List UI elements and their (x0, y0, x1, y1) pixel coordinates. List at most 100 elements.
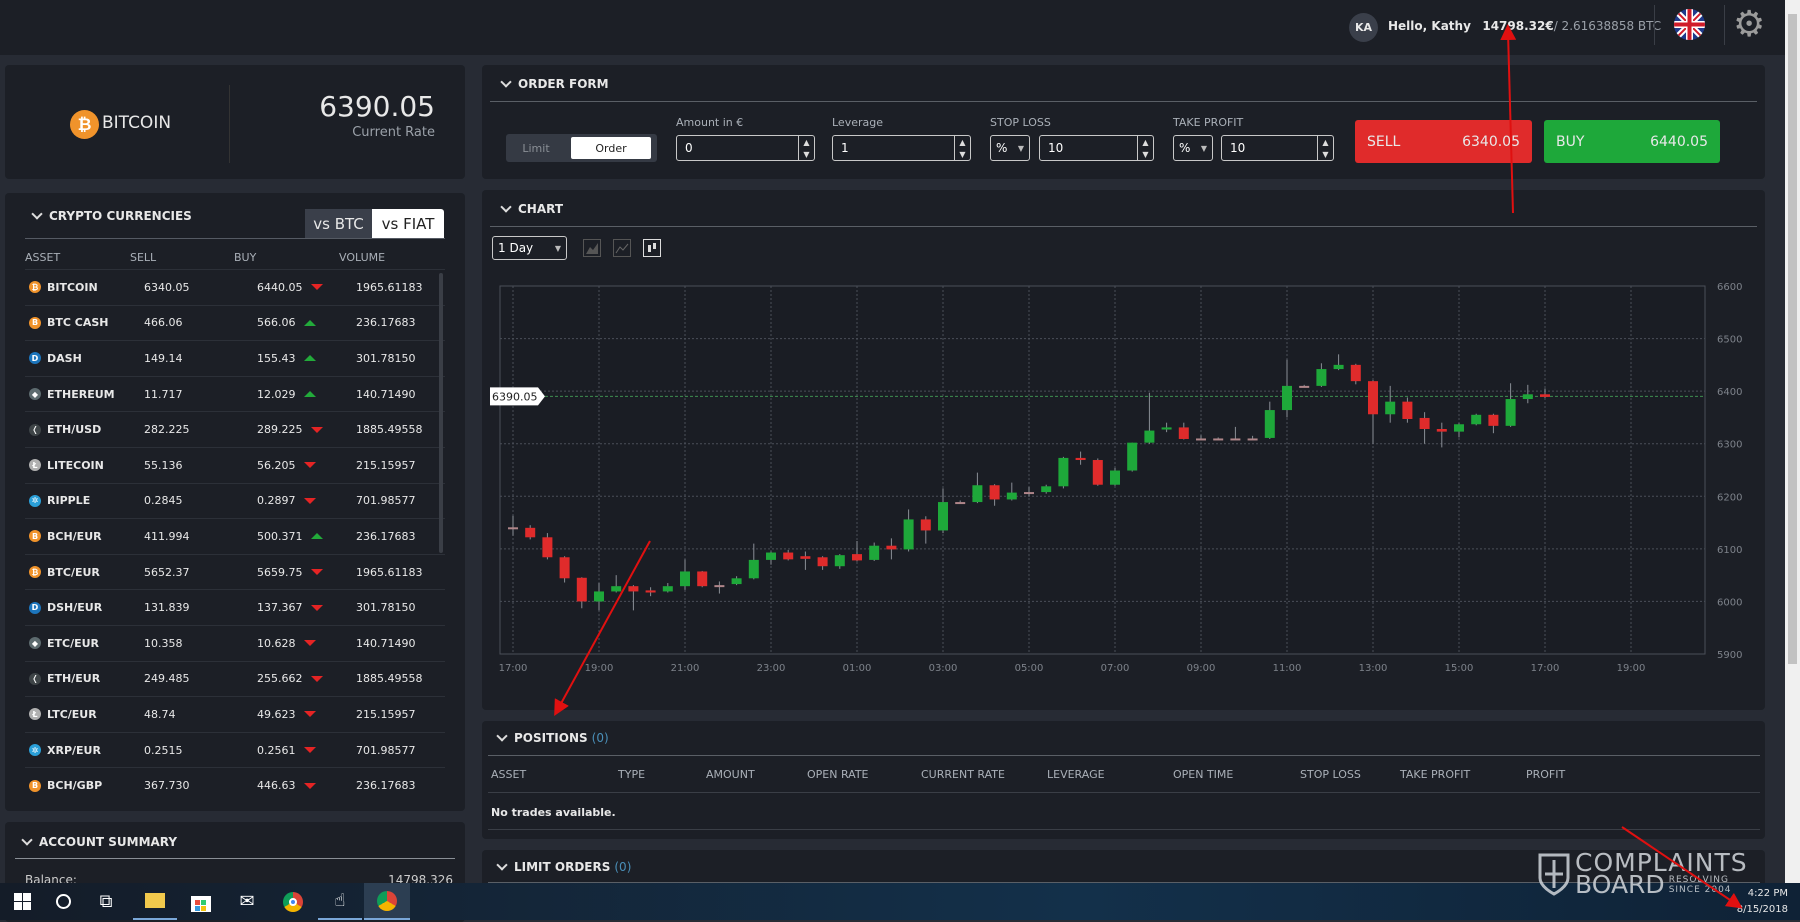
order-form-title: ORDER FORM (518, 77, 609, 91)
crypto-row[interactable]: B BCH/GBP 367.730 446.63 236.17683 (25, 768, 445, 801)
take-profit-unit-select[interactable]: % ▼ (1173, 135, 1213, 161)
x-tick-label: 17:00 (499, 663, 528, 674)
candle-body (1213, 438, 1224, 441)
candle-body (783, 552, 794, 560)
positions-col: PROFIT (1526, 768, 1566, 781)
crypto-row[interactable]: B BCH/EUR 411.994 500.371 236.17683 (25, 519, 445, 555)
candle-body (1436, 428, 1447, 432)
sell-price: 149.14 (144, 351, 183, 365)
candle-body (731, 578, 742, 585)
take-profit-value: 10 (1230, 141, 1246, 155)
cortana-icon[interactable] (41, 883, 85, 920)
header-divider (1654, 5, 1655, 45)
sell-button[interactable]: SELL 6340.05 (1355, 120, 1532, 163)
take-profit-label: TAKE PROFIT (1173, 116, 1244, 129)
windows-start-icon[interactable] (0, 883, 44, 920)
candle-body (920, 519, 931, 531)
candle-body (903, 519, 914, 550)
crypto-row[interactable]: ✲ XRP/EUR 0.2515 0.2561 701.98577 (25, 733, 445, 769)
buy-price: 289.225 (257, 423, 303, 437)
buy-price: 49.623 (257, 707, 296, 721)
crypto-row[interactable]: D DSH/EUR 131.839 137.367 301.78150 (25, 590, 445, 626)
stop-loss-value: 10 (1048, 141, 1064, 155)
positions-count: (0) (591, 731, 609, 745)
area-chart-icon[interactable] (583, 239, 601, 257)
sell-price: 55.136 (144, 458, 183, 472)
leverage-stepper[interactable]: ▲ ▼ (954, 136, 970, 160)
candle-body (1127, 442, 1138, 471)
positions-panel: POSITIONS (0) ASSET TYPE AMOUNT OPEN RATE CUR… (482, 721, 1765, 839)
vs-fiat-toggle[interactable]: vs FIAT (372, 209, 444, 238)
buy-button[interactable]: BUY 6440.05 (1544, 120, 1720, 163)
chrome-active-window-icon[interactable] (364, 883, 410, 920)
take-profit-input[interactable]: 10 ▲ ▼ (1221, 135, 1334, 161)
stop-loss-unit-select[interactable]: % ▼ (990, 135, 1030, 161)
volume: 701.98577 (356, 743, 416, 757)
stop-loss-stepper[interactable]: ▲ ▼ (1137, 136, 1153, 160)
crypto-row[interactable]: ✲ RIPPLE 0.2845 0.2897 701.98577 (25, 484, 445, 520)
touch-cursor-icon[interactable]: ☝ (318, 883, 362, 920)
positions-col: CURRENT RATE (921, 768, 1005, 781)
page-scrollbar[interactable] (1785, 0, 1800, 883)
candle-body (1282, 385, 1292, 411)
crypto-row[interactable]: Ł LITECOIN 55.136 56.205 215.15957 (25, 448, 445, 484)
bitcoin-icon: ₿ (29, 281, 41, 294)
candle-body (1178, 427, 1189, 439)
table-scrollbar[interactable] (439, 273, 443, 553)
candle-body (1402, 401, 1413, 420)
gear-icon[interactable]: ⚙ (1733, 4, 1766, 45)
sell-price: 249.485 (144, 672, 190, 686)
interval-select[interactable]: 1 Day ▼ (492, 236, 567, 260)
candle-body (1316, 369, 1327, 386)
limit-tab[interactable]: Limit (522, 141, 550, 155)
x-tick-label: 21:00 (671, 663, 700, 674)
trend-down-icon (304, 462, 316, 469)
crypto-row[interactable]: ❬ ETH/EUR 249.485 255.662 1885.49558 (25, 662, 445, 698)
avatar[interactable]: KA (1349, 13, 1378, 42)
file-explorer-icon[interactable] (133, 883, 177, 920)
chart-header[interactable]: CHART (500, 201, 563, 216)
asset-name: DASH (47, 351, 82, 365)
order-form-header[interactable]: ORDER FORM (500, 76, 609, 91)
crypto-row[interactable]: ₿ BITCOIN 6340.05 6440.05 1965.61183 (25, 270, 445, 306)
crypto-row[interactable]: B BTC CASH 466.06 566.06 236.17683 (25, 306, 445, 342)
line-chart-icon[interactable] (613, 239, 631, 257)
account-header[interactable]: ACCOUNT SUMMARY (21, 834, 177, 849)
store-icon[interactable] (179, 883, 223, 920)
candle-body (1024, 492, 1034, 495)
x-tick-label: 17:00 (1531, 663, 1560, 674)
uk-flag-icon[interactable] (1674, 9, 1705, 40)
candlestick-chart-icon[interactable] (643, 239, 661, 257)
leverage-label: Leverage (832, 116, 883, 129)
col-asset: ASSET (25, 251, 61, 264)
x-tick-label: 15:00 (1445, 663, 1474, 674)
crypto-row[interactable]: ◆ ETC/EUR 10.358 10.628 140.71490 (25, 626, 445, 662)
chrome-icon[interactable] (271, 883, 315, 920)
asset-name: BCH/EUR (47, 529, 102, 543)
volume: 301.78150 (356, 351, 416, 365)
buy-price: 12.029 (257, 387, 296, 401)
crypto-row[interactable]: D DASH 149.14 155.43 301.78150 (25, 341, 445, 377)
crypto-header[interactable]: CRYPTO CURRENCIES (31, 208, 192, 223)
crypto-row[interactable]: Ł LTC/EUR 48.74 49.623 215.15957 (25, 697, 445, 733)
task-view-icon[interactable]: ⧉ (99, 891, 113, 912)
positions-header[interactable]: POSITIONS (0) (496, 730, 609, 745)
crypto-row[interactable]: ₿ BTC/EUR 5652.37 5659.75 1965.61183 (25, 555, 445, 591)
limit-orders-header[interactable]: LIMIT ORDERS (0) (496, 859, 631, 874)
amount-input[interactable]: 0 ▲ ▼ (676, 135, 815, 161)
take-profit-stepper[interactable]: ▲ ▼ (1317, 136, 1333, 160)
vs-btc-toggle[interactable]: vs BTC (305, 209, 372, 238)
crypto-row[interactable]: ◆ ETHEREUM 11.717 12.029 140.71490 (25, 377, 445, 413)
leverage-input[interactable]: 1 ▲ ▼ (832, 135, 971, 161)
system-clock[interactable]: 4:22 PM 8/15/2018 (1737, 886, 1788, 918)
order-tab[interactable]: Order (571, 137, 651, 159)
mail-icon[interactable]: ✉ (239, 891, 255, 912)
amount-stepper[interactable]: ▲ ▼ (798, 136, 814, 160)
bitcoin-cash-icon: B (29, 530, 41, 543)
candle-body (1110, 470, 1120, 485)
stop-loss-input[interactable]: 10 ▲ ▼ (1039, 135, 1154, 161)
x-tick-label: 01:00 (843, 663, 872, 674)
volume: 215.15957 (356, 707, 416, 721)
candle-body (559, 557, 570, 579)
crypto-row[interactable]: ❬ ETH/USD 282.225 289.225 1885.49558 (25, 412, 445, 448)
